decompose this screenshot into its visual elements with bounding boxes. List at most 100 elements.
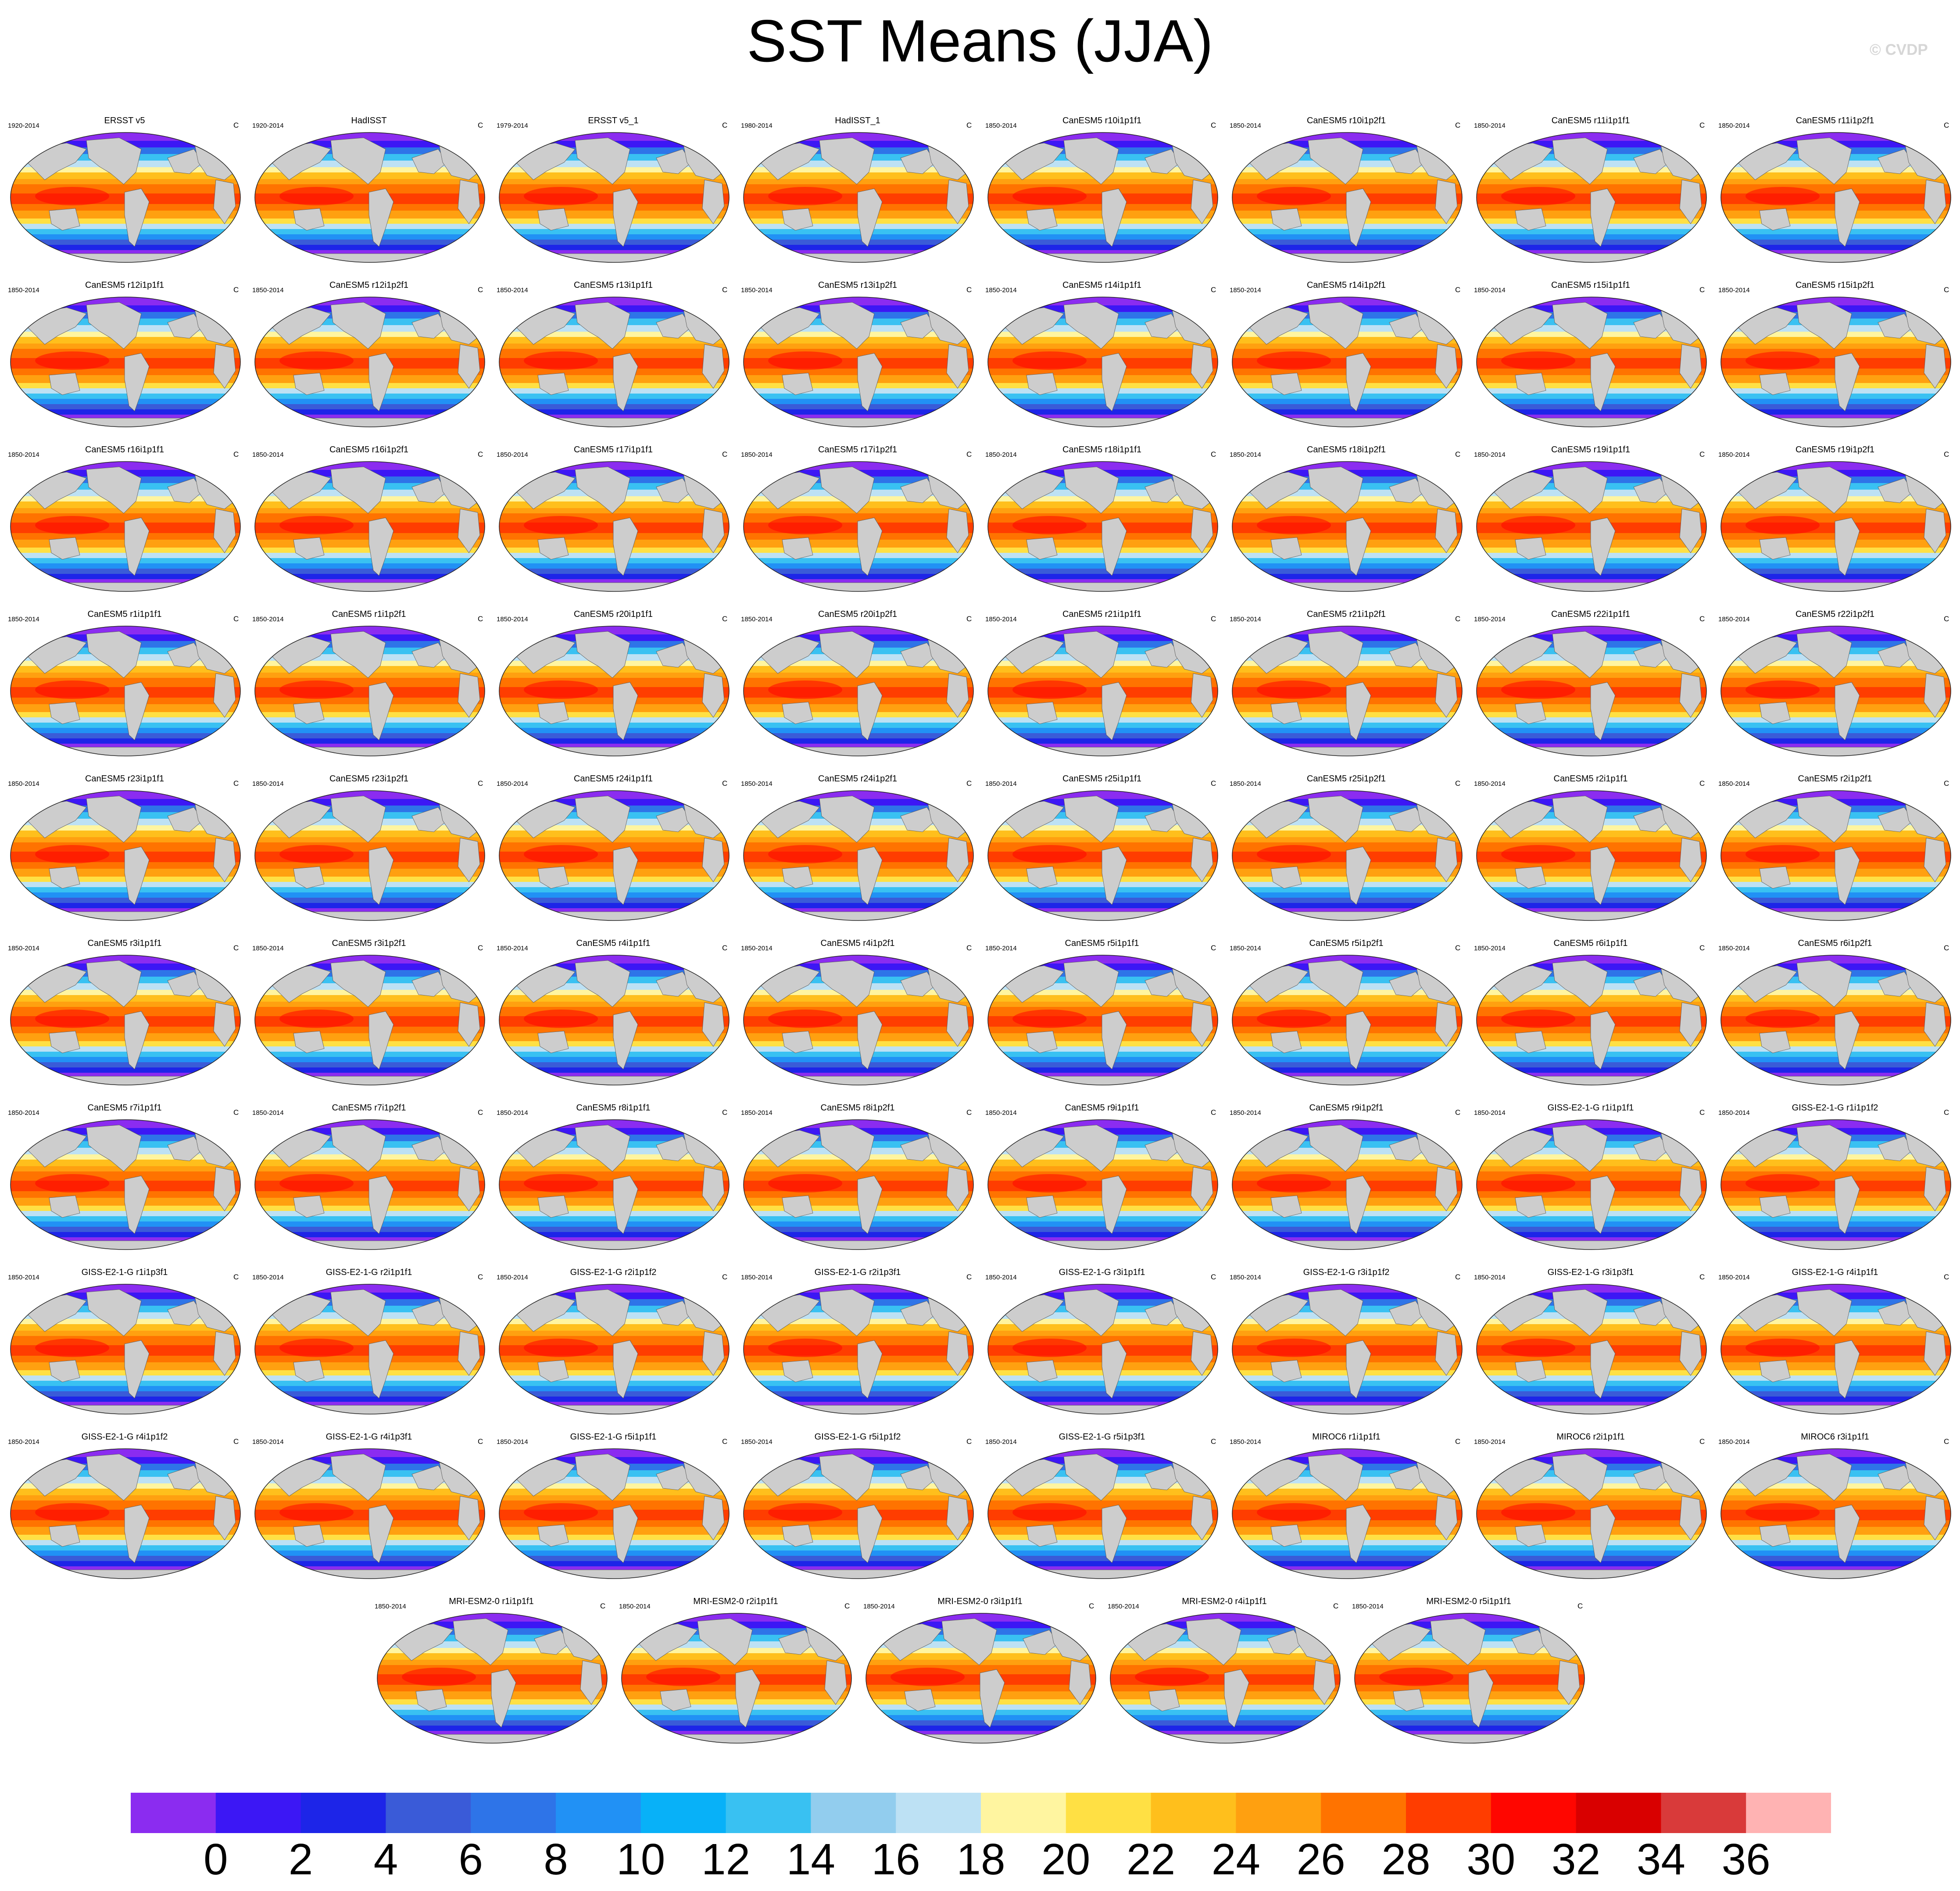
land-mass <box>11 582 240 591</box>
warm-pool <box>891 1668 965 1686</box>
warm-pool <box>1745 680 1820 699</box>
sst-band <box>744 723 973 728</box>
panel-units: C <box>1455 779 1461 788</box>
colorbar-tick-label: 6 <box>458 1835 483 1884</box>
panel-units: C <box>233 1108 239 1117</box>
sst-band <box>1232 388 1462 394</box>
sst-band <box>11 1057 240 1063</box>
land-mass <box>1835 1011 1860 1070</box>
sst-band <box>744 569 973 574</box>
land-mass <box>1389 1136 1425 1161</box>
land-mass <box>293 1524 325 1547</box>
sst-band <box>255 717 485 723</box>
map-outline <box>743 297 974 427</box>
land-mass <box>1511 1630 1547 1655</box>
sst-map <box>254 461 485 592</box>
land-mass <box>1515 208 1546 231</box>
panel-title: GISS-E2-1-G r1i1p1f2 <box>1792 1103 1878 1113</box>
land-mass <box>1270 1031 1302 1053</box>
land-mass <box>534 1630 570 1655</box>
land-mass <box>980 1669 1005 1728</box>
sst-band <box>1232 887 1462 893</box>
sst-band <box>11 1216 240 1222</box>
land-mass <box>819 466 875 514</box>
map-outline <box>499 461 730 592</box>
sst-band <box>1477 626 1706 635</box>
sst-band <box>1721 563 1951 569</box>
sst-band <box>499 1046 729 1052</box>
land-mass <box>458 179 480 224</box>
land-mass <box>824 1660 847 1705</box>
land-mass <box>946 1002 969 1047</box>
sst-band <box>11 1449 240 1458</box>
warm-pool <box>1745 516 1820 534</box>
sst-band <box>1477 1120 1706 1128</box>
map-panel: CanESM5 r16i1p1f1 1850-2014 C <box>4 445 245 598</box>
sst-band <box>255 553 485 559</box>
sst-band <box>1232 626 1462 635</box>
map-panel: CanESM5 r3i1p1f1 1850-2014 C <box>4 938 245 1091</box>
panel-title: MRI-ESM2-0 r1i1p1f1 <box>449 1597 534 1606</box>
land-mass <box>1468 1669 1494 1728</box>
land-mass <box>415 1689 447 1712</box>
land-mass <box>11 1076 240 1085</box>
panel-period: 1850-2014 <box>1718 287 1750 294</box>
sst-map <box>743 297 974 427</box>
sst-band <box>1477 1397 1706 1402</box>
land-mass <box>368 1011 394 1070</box>
colorbar-tick-label: 30 <box>1466 1835 1516 1884</box>
sst-map <box>254 955 485 1085</box>
colorbar-tick-label: 22 <box>1126 1835 1176 1884</box>
sst-map <box>499 132 730 263</box>
sst-band <box>988 1561 1218 1567</box>
map-panel: GISS-E2-1-G r1i1p1f2 1850-2014 C <box>1715 1103 1955 1256</box>
land-mass <box>1721 253 1951 262</box>
sst-band <box>744 887 973 893</box>
panel-period: 1850-2014 <box>1718 1274 1750 1281</box>
land-mass <box>819 960 875 1007</box>
warm-pool <box>1012 1174 1087 1193</box>
land-mass <box>1878 642 1914 668</box>
land-mass <box>1026 537 1058 560</box>
land-mass <box>499 911 729 920</box>
map-outline <box>1476 1448 1707 1579</box>
sst-band <box>1721 1232 1951 1238</box>
map-outline <box>499 1119 730 1250</box>
panel-units: C <box>1333 1602 1339 1610</box>
sst-band <box>255 1057 485 1063</box>
map-outline <box>987 955 1218 1085</box>
map-outline <box>1110 1613 1341 1744</box>
sst-band <box>744 240 973 245</box>
panel-units: C <box>722 779 728 788</box>
map-panel: CanESM5 r11i1p1f1 1850-2014 C <box>1470 116 1711 269</box>
land-mass <box>660 1689 691 1712</box>
warm-pool <box>768 187 843 205</box>
panel-title: CanESM5 r24i1p2f1 <box>818 774 898 784</box>
map-outline <box>254 1448 485 1579</box>
warm-pool <box>35 516 110 534</box>
land-mass <box>744 582 973 591</box>
warm-pool <box>1501 351 1576 370</box>
land-mass <box>1721 1569 1951 1579</box>
land-mass <box>744 1569 973 1579</box>
sst-band <box>1477 1057 1706 1063</box>
sst-map <box>499 461 730 592</box>
sst-band <box>1477 738 1706 744</box>
land-mass <box>1145 1136 1180 1161</box>
sst-band <box>1721 1551 1951 1556</box>
sst-band <box>988 892 1218 898</box>
map-outline <box>987 132 1218 263</box>
sst-band <box>988 882 1218 888</box>
sst-band <box>1721 892 1951 898</box>
sst-band <box>1721 733 1951 739</box>
warm-pool <box>524 516 598 534</box>
land-mass <box>458 1496 480 1540</box>
land-mass <box>1557 1660 1580 1705</box>
land-mass <box>49 208 80 231</box>
sst-band <box>744 626 973 635</box>
panel-units: C <box>844 1602 850 1610</box>
sst-band <box>499 569 729 574</box>
panel-title: CanESM5 r23i1p1f1 <box>85 774 165 784</box>
land-mass <box>255 582 485 591</box>
colorbar-segment <box>896 1793 981 1833</box>
